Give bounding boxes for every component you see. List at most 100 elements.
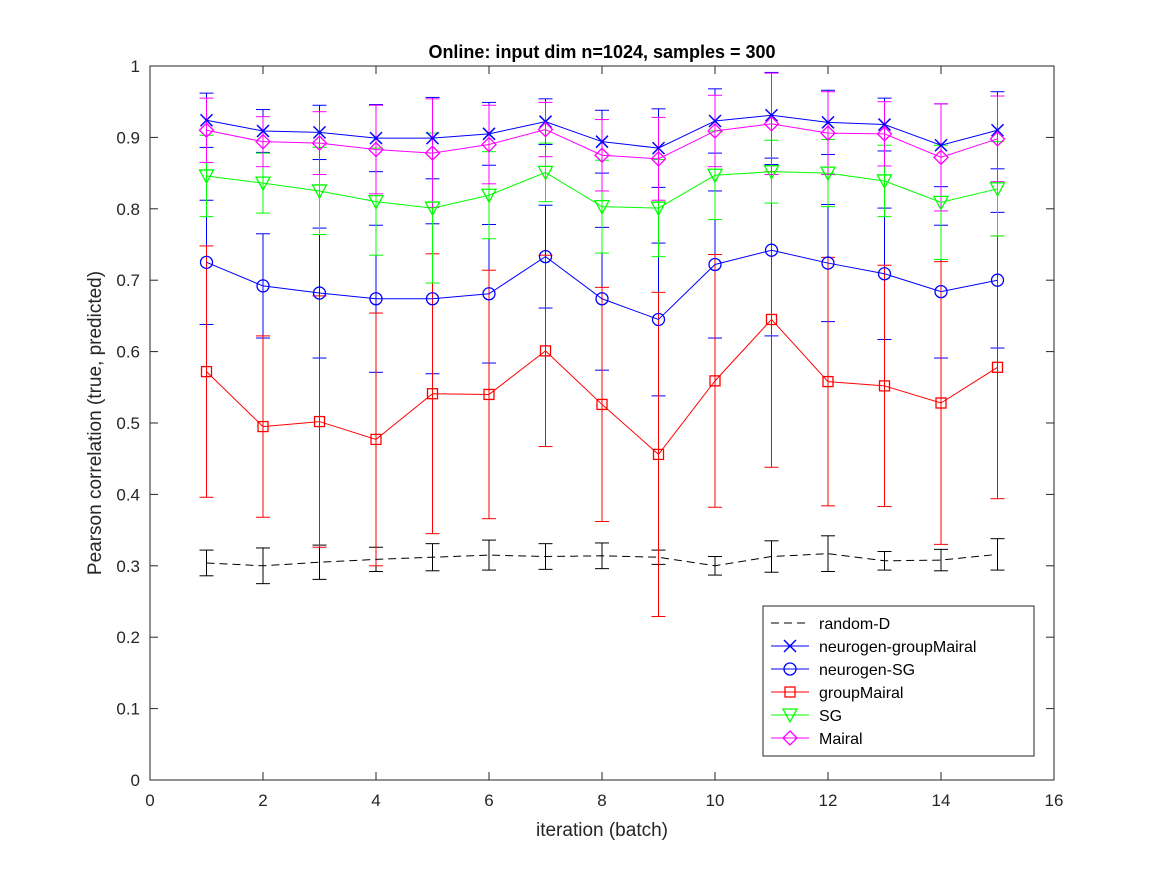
x-axis-label: iteration (batch) (536, 820, 668, 841)
chart-title: Online: input dim n=1024, samples = 300 (428, 42, 775, 62)
data-point (311, 184, 328, 200)
x-axis-ticks: 0 2 4 6 8 10 12 14 16 (145, 66, 1063, 810)
legend-item: neurogen-groupMairal (771, 639, 976, 656)
legend-label: groupMairal (819, 685, 903, 702)
y-tick-label: 0.8 (116, 200, 140, 219)
data-point (367, 195, 385, 211)
data-point (763, 115, 780, 132)
legend-item: SG (771, 708, 842, 725)
data-point (706, 168, 724, 184)
data-point (819, 166, 837, 182)
data-point (369, 292, 383, 306)
y-tick-label: 0.5 (116, 414, 140, 433)
data-point (651, 141, 666, 155)
legend-label: neurogen-groupMairal (819, 639, 976, 656)
legend-marker (783, 662, 797, 676)
error-bar (482, 539, 496, 571)
data-point (537, 165, 554, 181)
legend-item: groupMairal (771, 685, 903, 702)
y-tick-label: 0.6 (116, 343, 140, 362)
data-point (989, 182, 1006, 198)
data-point (483, 388, 495, 401)
y-tick-label: 0.4 (116, 485, 140, 504)
data-point (764, 243, 779, 257)
data-point (932, 195, 950, 211)
data-point (708, 114, 722, 128)
data-point (482, 287, 496, 301)
y-tick-label: 0 (131, 771, 140, 790)
data-point (256, 279, 270, 293)
data-point (312, 125, 327, 139)
data-point (708, 257, 722, 272)
data-point (709, 375, 721, 387)
data-point (200, 365, 213, 378)
data-point (877, 267, 892, 281)
legend-marker (782, 730, 798, 746)
legend-box (762, 605, 1035, 757)
legend-item: neurogen-SG (771, 662, 915, 679)
x-tick-label: 14 (932, 791, 951, 810)
data-point (763, 165, 780, 181)
series-line (206, 171, 998, 209)
data-point (482, 127, 496, 141)
data-point (369, 131, 383, 145)
data-point (199, 255, 214, 270)
data-point (989, 130, 1006, 147)
data-point (652, 448, 665, 461)
y-tick-label: 0.1 (116, 700, 140, 719)
x-tick-label: 10 (706, 791, 725, 810)
data-point (256, 124, 270, 138)
legend-label: neurogen-SG (819, 662, 915, 679)
series-markers (198, 108, 1006, 461)
legend-label: random-D (819, 616, 890, 633)
data-point (425, 292, 440, 306)
legend-item: random-D (771, 616, 890, 633)
data-point (650, 201, 667, 217)
data-point (538, 249, 553, 264)
data-point (934, 138, 948, 152)
data-point (539, 345, 552, 357)
data-point (707, 123, 723, 139)
data-point (596, 398, 608, 411)
data-point (593, 200, 611, 216)
data-point (424, 145, 441, 162)
data-point (425, 131, 440, 145)
data-point (934, 284, 948, 299)
data-point (876, 125, 893, 142)
legend-marker (781, 708, 799, 724)
data-point (933, 149, 949, 166)
data-point (198, 122, 215, 139)
error-bar (934, 548, 948, 572)
y-axis-label: Pearson correlation (true, predicted) (85, 271, 106, 575)
x-tick-label: 12 (819, 791, 838, 810)
data-point (651, 312, 666, 327)
data-point (820, 125, 836, 142)
x-tick-label: 8 (597, 791, 606, 810)
data-point (991, 361, 1004, 373)
data-point (595, 292, 609, 306)
data-point (935, 397, 947, 409)
data-point (821, 256, 835, 270)
x-tick-label: 16 (1045, 791, 1064, 810)
data-point (878, 380, 891, 392)
x-tick-label: 0 (145, 791, 154, 810)
data-point (990, 273, 1005, 287)
data-point (424, 201, 441, 217)
legend: random-D neurogen-groupMairal neurogen-SG g… (762, 605, 1035, 757)
data-point (537, 121, 554, 138)
data-point (199, 113, 214, 127)
data-point (877, 118, 892, 132)
data-point (312, 286, 327, 300)
data-point (426, 388, 439, 400)
x-tick-label: 4 (371, 791, 380, 810)
y-axis-ticks: 0 0.1 0.2 0.3 0.4 0.5 0.6 0.7 0.8 0.9 1 (116, 57, 1054, 790)
data-point (876, 174, 893, 190)
data-point (481, 136, 497, 153)
error-bar (821, 535, 835, 573)
series-line (206, 553, 998, 567)
series-line (206, 123, 998, 160)
y-tick-label: 0.3 (116, 557, 140, 576)
x-tick-label: 2 (258, 791, 267, 810)
